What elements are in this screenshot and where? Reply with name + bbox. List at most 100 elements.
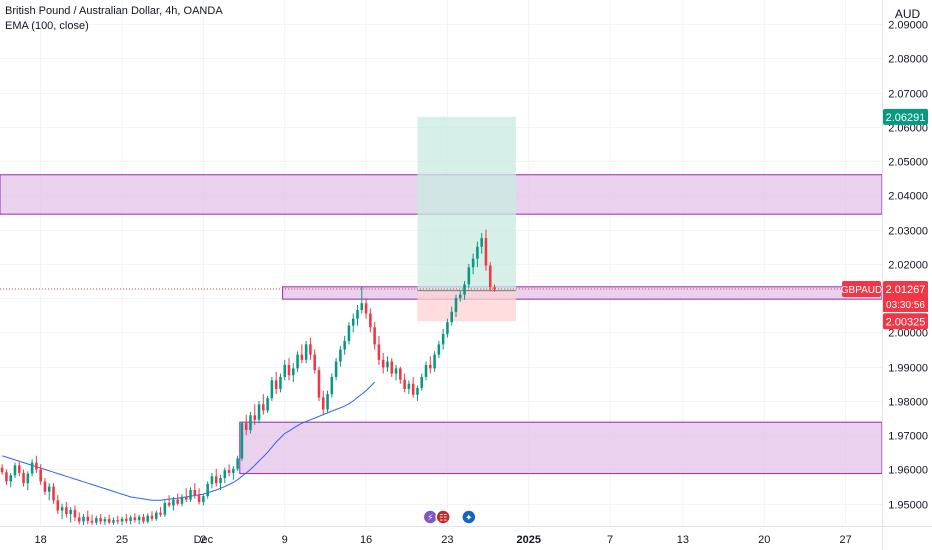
candle-body xyxy=(154,512,158,519)
price-tick-label: 1.95000 xyxy=(888,500,928,512)
candle-body xyxy=(150,515,154,519)
candle-body xyxy=(13,465,17,476)
countdown-tag xyxy=(883,296,928,312)
ema-100-line xyxy=(1,381,375,501)
event-icon-glyph: ✦ xyxy=(465,514,473,524)
candle xyxy=(309,337,312,360)
candle-body xyxy=(189,490,192,500)
candle-body xyxy=(95,518,98,523)
candle-body xyxy=(458,294,462,299)
price-tick-label: 2.04000 xyxy=(888,191,928,203)
candle-body xyxy=(180,496,184,504)
candle xyxy=(454,294,458,317)
candle-body xyxy=(146,515,149,522)
candle-body xyxy=(446,322,449,335)
price-tag-stop-text: 2.00325 xyxy=(886,316,926,328)
candle-body xyxy=(116,520,120,522)
candle xyxy=(326,390,329,413)
candle xyxy=(433,351,436,372)
candle-body xyxy=(347,325,351,341)
candle xyxy=(107,514,111,525)
candle xyxy=(381,352,385,374)
candle-body xyxy=(232,468,235,473)
candle xyxy=(77,512,81,525)
symbol-title[interactable]: British Pound / Australian Dollar, 4h, O… xyxy=(5,5,223,17)
candle xyxy=(292,363,295,383)
candle xyxy=(493,284,496,292)
candle xyxy=(39,464,42,485)
candle-body xyxy=(103,519,107,522)
event-icon-glyph: ☷ xyxy=(439,514,447,524)
candle xyxy=(488,262,492,292)
event-icons[interactable]: ⚡ ☷ ✦ xyxy=(422,509,477,525)
candle-body xyxy=(343,340,346,350)
candle-body xyxy=(360,303,364,311)
candle-body xyxy=(9,475,12,482)
candle-body xyxy=(0,467,4,473)
candle xyxy=(86,510,90,525)
time-tick-label: 27 xyxy=(839,534,851,546)
event-icon xyxy=(461,509,477,525)
candle-body xyxy=(244,423,248,431)
candle xyxy=(146,513,149,524)
candle-body xyxy=(309,344,312,355)
price-tick-label: 1.97000 xyxy=(888,431,928,443)
candle xyxy=(484,229,488,271)
price-tick-label: 1.99000 xyxy=(888,363,928,375)
candle-body xyxy=(274,380,278,389)
candle-body xyxy=(411,383,415,395)
candle xyxy=(206,481,209,499)
candle xyxy=(262,394,265,415)
price-tag-last-text: 2.01267 xyxy=(886,284,926,296)
currency-label[interactable]: AUD xyxy=(894,7,921,21)
candle xyxy=(296,351,299,372)
candle-body xyxy=(480,238,483,247)
candle-body xyxy=(167,503,171,506)
time-tick-label: Dec xyxy=(194,534,214,546)
candle xyxy=(480,233,483,254)
candle xyxy=(26,471,30,491)
candle xyxy=(360,286,364,314)
time-tick-label: 25 xyxy=(116,534,128,546)
indicator-label[interactable]: EMA (100, close) xyxy=(5,20,89,32)
candle-body xyxy=(377,344,381,360)
candle xyxy=(90,514,94,525)
candle xyxy=(283,359,287,381)
candle xyxy=(17,460,21,477)
candle xyxy=(167,495,171,508)
candles xyxy=(0,229,496,525)
candle-body xyxy=(484,238,488,266)
candle-body xyxy=(429,364,432,369)
supply-demand-zones[interactable] xyxy=(0,174,883,475)
candle xyxy=(125,514,128,524)
candle-body xyxy=(65,507,68,515)
candle-body xyxy=(467,267,471,285)
candle xyxy=(424,361,428,381)
candle-body xyxy=(407,383,411,389)
candle xyxy=(373,322,376,350)
countdown-text: 03:30:56 xyxy=(886,300,925,311)
candle-body xyxy=(351,318,355,326)
candle-body xyxy=(172,499,175,506)
candle xyxy=(339,346,342,367)
long-position-tool[interactable] xyxy=(417,116,516,322)
candle-body xyxy=(262,404,265,411)
candle-body xyxy=(381,359,385,368)
candle-body xyxy=(292,368,295,376)
candle-body xyxy=(441,334,445,345)
candle xyxy=(399,366,402,384)
candle-body xyxy=(133,517,137,521)
candle xyxy=(223,467,227,484)
candle xyxy=(210,472,214,489)
candle-body xyxy=(326,394,329,410)
candle xyxy=(304,340,308,364)
candle xyxy=(420,373,424,391)
price-axis[interactable]: 1.95000 1.96000 1.97000 1.98000 1.99000 2.000… xyxy=(888,20,928,512)
candle-body xyxy=(206,483,209,497)
candle-body xyxy=(197,495,201,503)
candle-body xyxy=(137,516,141,521)
candle xyxy=(270,376,274,401)
candle xyxy=(463,280,466,300)
